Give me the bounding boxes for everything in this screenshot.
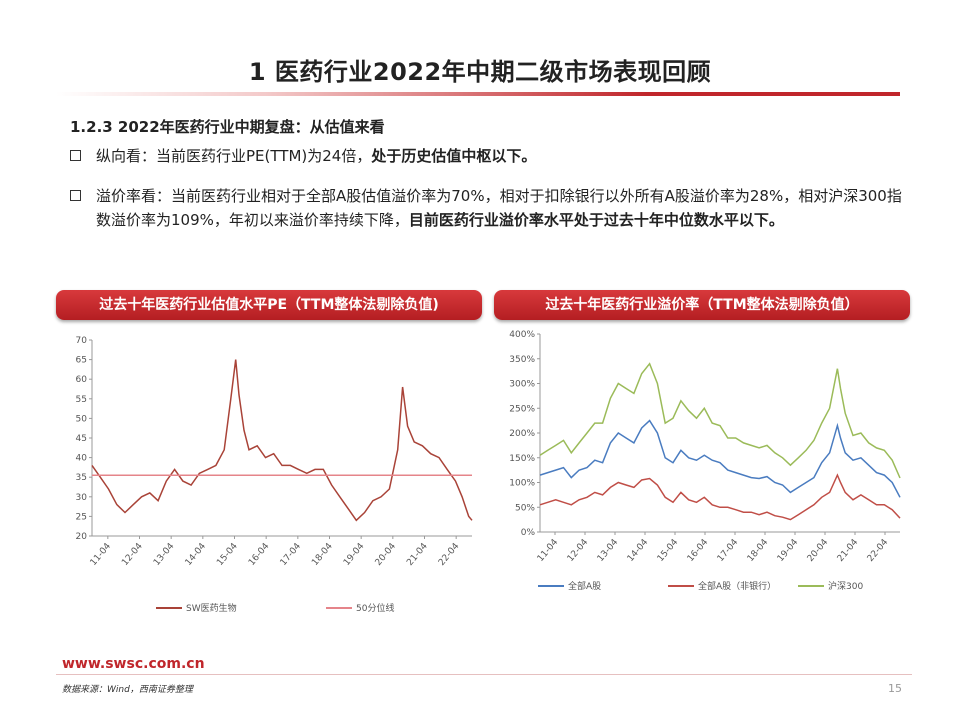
y-tick-label: 400% bbox=[509, 330, 535, 340]
x-tick-label: 11-04 bbox=[89, 541, 114, 568]
series-line-3 bbox=[539, 362, 901, 479]
series-line-2 bbox=[539, 473, 901, 521]
y-tick-label: 60 bbox=[76, 375, 88, 385]
x-tick-label: 22-04 bbox=[437, 541, 462, 568]
x-tick-label: 12-04 bbox=[120, 541, 145, 568]
premium-chart: 0% 50% 100% 150% 200% 250% 300% 350% 400% 11-04 12… bbox=[494, 326, 910, 630]
bullet-text-normal: 溢价率看：当前医药行业相对于全部A股估值溢价率为70%，相对于扣除银行以外所有A… bbox=[96, 187, 902, 229]
y-tick-label: 300% bbox=[509, 380, 535, 390]
bullet-text-bold: 处于历史估值中枢以下。 bbox=[371, 147, 537, 165]
y-tick-label: 100% bbox=[509, 479, 535, 489]
y-tick-label: 25 bbox=[76, 512, 87, 522]
x-tick-label: 22-04 bbox=[866, 537, 891, 564]
bullet-text-normal: 纵向看：当前医药行业PE(TTM)为24倍， bbox=[96, 147, 372, 165]
y-tick-label: 35 bbox=[76, 473, 87, 483]
legend-label: 沪深300 bbox=[828, 580, 863, 592]
y-tick-label: 45 bbox=[76, 434, 87, 444]
x-tick-label: 11-04 bbox=[536, 537, 561, 564]
bullet-vertical-view: 纵向看：当前医药行业PE(TTM)为24倍，处于历史估值中枢以下。 bbox=[70, 144, 910, 168]
y-tick-label: 40 bbox=[76, 454, 88, 464]
x-tick-label: 17-04 bbox=[279, 541, 304, 568]
y-tick-label: 250% bbox=[509, 404, 535, 414]
y-tick-label: 30 bbox=[76, 493, 88, 503]
checkbox-bullet-icon bbox=[70, 190, 81, 201]
x-tick-label: 16-04 bbox=[247, 541, 272, 568]
x-tick-label: 13-04 bbox=[152, 541, 177, 568]
legend-label: 50分位线 bbox=[356, 602, 394, 614]
x-tick-label: 15-04 bbox=[215, 541, 240, 568]
bullet-text-bold: 目前医药行业溢价率水平处于过去十年中位数水平以下。 bbox=[408, 211, 784, 229]
chart-header-pe: 过去十年医药行业估值水平PE（TTM整体法剔除负值) bbox=[56, 290, 482, 320]
premium-chart-svg: 0% 50% 100% 150% 200% 250% 300% 350% 400% 11-04 12… bbox=[509, 330, 901, 592]
y-tick-label: 350% bbox=[509, 355, 535, 365]
legend-label: 全部A股（非银行） bbox=[698, 580, 776, 592]
legend-label: SW医药生物 bbox=[186, 602, 237, 614]
footer-divider bbox=[56, 674, 912, 675]
x-tick-label: 20-04 bbox=[374, 541, 399, 568]
section-heading: 1.2.3 2022年医药行业中期复盘：从估值来看 bbox=[70, 118, 385, 136]
slide-title: 1 医药行业2022年中期二级市场表现回顾 bbox=[248, 58, 712, 86]
x-tick-label: 15-04 bbox=[656, 537, 681, 564]
title-divider bbox=[56, 92, 900, 96]
pe-chart: 20 25 30 35 40 45 50 55 60 65 70 11-04 12-04 13-04 14-… bbox=[56, 326, 482, 630]
y-tick-label: 65 bbox=[76, 356, 87, 366]
x-tick-label: 13-04 bbox=[596, 537, 621, 564]
data-source: 数据来源：Wind，西南证券整理 bbox=[62, 685, 193, 695]
y-tick-label: 150% bbox=[509, 454, 535, 464]
y-tick-label: 20 bbox=[76, 532, 88, 542]
bullet-premium-view: 溢价率看：当前医药行业相对于全部A股估值溢价率为70%，相对于扣除银行以外所有A… bbox=[70, 184, 910, 232]
y-tick-label: 200% bbox=[509, 429, 535, 439]
pe-chart-svg: 20 25 30 35 40 45 50 55 60 65 70 11-04 12-04 13-04 14-… bbox=[76, 336, 473, 614]
x-tick-label: 21-04 bbox=[405, 541, 430, 568]
x-tick-label: 19-04 bbox=[342, 541, 367, 568]
x-tick-label: 18-04 bbox=[746, 537, 771, 564]
x-tick-label: 21-04 bbox=[836, 537, 861, 564]
y-tick-label: 55 bbox=[76, 395, 87, 405]
series-line-1 bbox=[539, 419, 901, 498]
bullet-text: 溢价率看：当前医药行业相对于全部A股估值溢价率为70%，相对于扣除银行以外所有A… bbox=[96, 184, 910, 232]
legend-label: 全部A股 bbox=[568, 580, 601, 592]
x-tick-label: 14-04 bbox=[184, 541, 209, 568]
x-tick-label: 18-04 bbox=[310, 541, 335, 568]
y-tick-label: 70 bbox=[76, 336, 88, 346]
page-number: 15 bbox=[888, 682, 902, 695]
series-line-1 bbox=[91, 359, 473, 522]
footer-url[interactable]: www.swsc.com.cn bbox=[62, 656, 205, 672]
x-tick-label: 19-04 bbox=[776, 537, 801, 564]
y-tick-label: 50 bbox=[76, 414, 88, 424]
x-tick-label: 20-04 bbox=[806, 537, 831, 564]
y-tick-label: 0% bbox=[521, 528, 536, 538]
bullet-text: 纵向看：当前医药行业PE(TTM)为24倍，处于历史估值中枢以下。 bbox=[96, 144, 910, 168]
x-tick-label: 17-04 bbox=[716, 537, 741, 564]
x-tick-label: 16-04 bbox=[686, 537, 711, 564]
chart-header-premium: 过去十年医药行业溢价率（TTM整体法剔除负值） bbox=[494, 290, 910, 320]
checkbox-bullet-icon bbox=[70, 150, 81, 161]
y-tick-label: 50% bbox=[515, 503, 535, 513]
x-tick-label: 14-04 bbox=[626, 537, 651, 564]
x-tick-label: 12-04 bbox=[566, 537, 591, 564]
